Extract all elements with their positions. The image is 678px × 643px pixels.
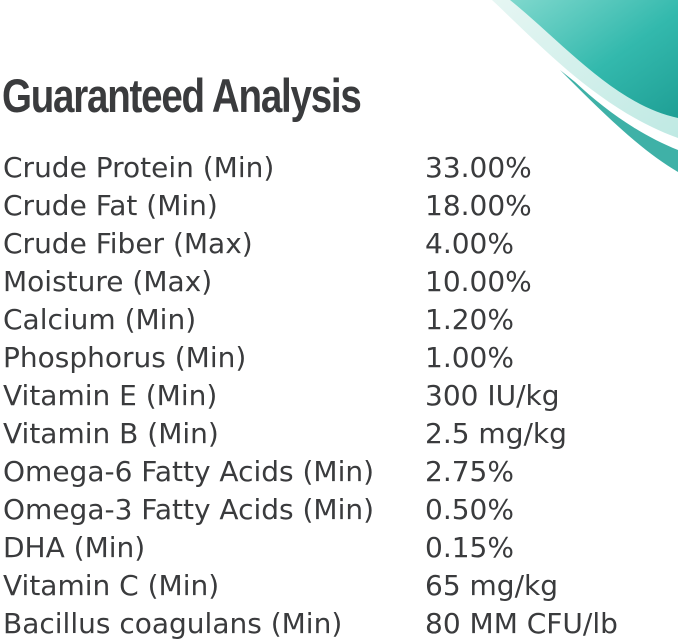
wave-light-band [492, 0, 678, 138]
nutrient-value: 1.00% [425, 341, 514, 374]
nutrient-name: Vitamin E (Min) [3, 379, 218, 412]
nutrient-value: 4.00% [425, 227, 514, 260]
nutrient-name: Calcium (Min) [3, 303, 197, 336]
table-row: Vitamin B (Min) 2.5 mg/kg [3, 415, 673, 453]
nutrient-value: 1.20% [425, 303, 514, 336]
nutrient-value: 33.00% [425, 151, 532, 184]
nutrient-value: 10.00% [425, 265, 532, 298]
table-row: DHA (Min) 0.15% [3, 529, 673, 567]
table-row: Crude Fiber (Max) 4.00% [3, 225, 673, 263]
analysis-table: Crude Protein (Min) 33.00% Crude Fat (Mi… [3, 149, 673, 643]
table-row: Calcium (Min) 1.20% [3, 301, 673, 339]
nutrient-name: Vitamin C (Min) [3, 569, 220, 602]
table-row: Moisture (Max) 10.00% [3, 263, 673, 301]
nutrient-value: 80 MM CFU/lb [425, 607, 618, 640]
nutrient-value: 2.75% [425, 455, 514, 488]
nutrient-value: 0.15% [425, 531, 514, 564]
nutrient-name: Omega-3 Fatty Acids (Min) [3, 493, 375, 526]
nutrient-value: 0.50% [425, 493, 514, 526]
page-title: Guaranteed Analysis [2, 69, 362, 122]
nutrient-name: Omega-6 Fatty Acids (Min) [3, 455, 375, 488]
nutrient-name: Crude Fat (Min) [3, 189, 218, 222]
table-row: Vitamin C (Min) 65 mg/kg [3, 567, 673, 605]
table-row: Omega-6 Fatty Acids (Min) 2.75% [3, 453, 673, 491]
nutrient-value: 2.5 mg/kg [425, 417, 567, 450]
nutrient-name: Crude Protein (Min) [3, 151, 275, 184]
nutrient-value: 18.00% [425, 189, 532, 222]
table-row: Omega-3 Fatty Acids (Min) 0.50% [3, 491, 673, 529]
table-row: Vitamin E (Min) 300 IU/kg [3, 377, 673, 415]
nutrient-name: Phosphorus (Min) [3, 341, 247, 374]
nutrient-name: Crude Fiber (Max) [3, 227, 253, 260]
table-row: Phosphorus (Min) 1.00% [3, 339, 673, 377]
nutrient-name: Bacillus coagulans (Min) [3, 607, 343, 640]
nutrient-name: Vitamin B (Min) [3, 417, 219, 450]
nutrient-value: 300 IU/kg [425, 379, 560, 412]
table-row: Crude Protein (Min) 33.00% [3, 149, 673, 187]
nutrient-name: Moisture (Max) [3, 265, 213, 298]
nutrient-name: DHA (Min) [3, 531, 146, 564]
wave-teal-band [510, 0, 678, 118]
table-row: Bacillus coagulans (Min) 80 MM CFU/lb [3, 605, 673, 643]
table-row: Crude Fat (Min) 18.00% [3, 187, 673, 225]
nutrient-value: 65 mg/kg [425, 569, 558, 602]
